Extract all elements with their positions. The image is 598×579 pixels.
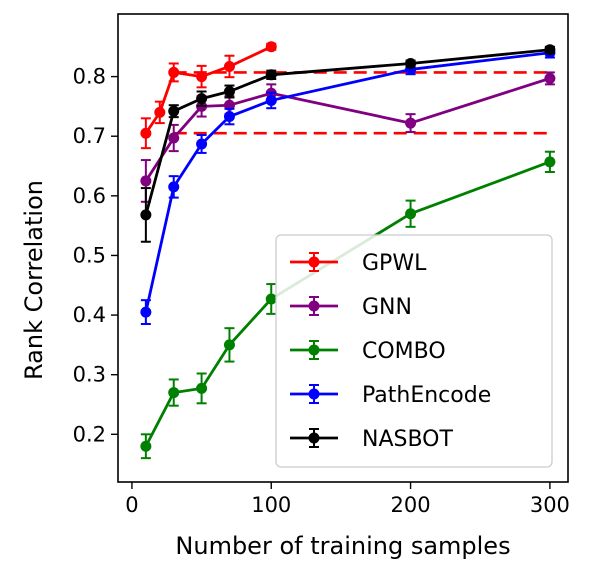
x-tick-label: 200	[391, 493, 431, 517]
nasbot-point	[405, 57, 417, 69]
x-tick-label: 100	[251, 493, 291, 517]
nasbot-point	[223, 86, 235, 98]
pathencode-point	[223, 111, 235, 123]
nasbot-point	[265, 69, 277, 81]
nasbot-point	[196, 93, 208, 105]
nasbot-point	[140, 209, 152, 221]
series-gpwl	[140, 41, 277, 150]
reference-lines	[173, 71, 550, 135]
gpwl-point	[196, 71, 208, 83]
y-tick-label: 0.7	[73, 124, 106, 148]
gpwl-line	[144, 45, 272, 135]
x-axis-ticks: 0 100 200 300	[125, 482, 570, 517]
x-axis-label: Number of training samples	[175, 532, 510, 560]
y-tick-label: 0.6	[73, 184, 106, 208]
combo-point	[223, 339, 235, 351]
combo-point	[405, 208, 417, 220]
nasbot-point	[544, 44, 556, 56]
gpwl-point	[140, 127, 152, 139]
series-layer	[140, 41, 556, 460]
x-tick-label: 0	[125, 493, 138, 517]
legend-swatch-marker	[308, 300, 320, 312]
combo-point	[196, 382, 208, 394]
gpwl-point	[265, 41, 277, 53]
legend-swatch-marker	[308, 256, 320, 268]
pathencode-point	[168, 181, 180, 193]
legend-box	[275, 234, 553, 468]
y-tick-label: 0.5	[73, 243, 106, 267]
legend-swatch-marker	[308, 388, 320, 400]
y-tick-label: 0.8	[73, 65, 106, 89]
gpwl-point	[154, 106, 166, 118]
legend-label-pathencode: PathEncode	[362, 383, 491, 408]
gnn-line	[144, 77, 551, 182]
legend-item-nasbot: NASBOT	[290, 427, 453, 452]
legend-label-combo: COMBO	[362, 339, 446, 364]
combo-point	[168, 387, 180, 399]
legend-item-gnn: GNN	[290, 295, 412, 320]
y-tick-label: 0.3	[73, 363, 106, 387]
legend: GPWL GNN COMBO PathEncode NASBOT	[275, 234, 553, 468]
y-tick-label: 0.2	[73, 422, 106, 446]
legend-label-gnn: GNN	[362, 295, 412, 320]
series-nasbot	[140, 44, 556, 243]
legend-item-combo: COMBO	[290, 339, 446, 364]
combo-point	[140, 440, 152, 452]
gnn-point	[544, 72, 556, 84]
x-tick-label: 300	[530, 493, 570, 517]
legend-swatch-marker	[308, 344, 320, 356]
legend-item-gpwl: GPWL	[290, 251, 427, 276]
pathencode-point	[196, 138, 208, 150]
pathencode-point	[140, 306, 152, 318]
gnn-point	[140, 175, 152, 187]
legend-item-pathencode: PathEncode	[290, 383, 491, 408]
plot-frame	[117, 13, 569, 483]
y-tick-label: 0.4	[73, 303, 106, 327]
combo-point	[544, 156, 556, 168]
legend-swatch-marker	[308, 432, 320, 444]
legend-label-nasbot: NASBOT	[362, 427, 453, 452]
y-axis-label: Rank Correlation	[20, 180, 48, 380]
legend-label-gpwl: GPWL	[362, 251, 427, 276]
pathencode-point	[265, 94, 277, 106]
series-combo	[140, 150, 556, 460]
combo-point	[265, 293, 277, 305]
gpwl-point	[223, 60, 235, 72]
gnn-point	[405, 117, 417, 129]
y-axis-ticks: 0.2 0.3 0.4 0.5 0.6 0.7 0.8	[73, 65, 118, 446]
gpwl-point	[168, 66, 180, 78]
gnn-point	[168, 132, 180, 144]
nasbot-point	[168, 105, 180, 117]
